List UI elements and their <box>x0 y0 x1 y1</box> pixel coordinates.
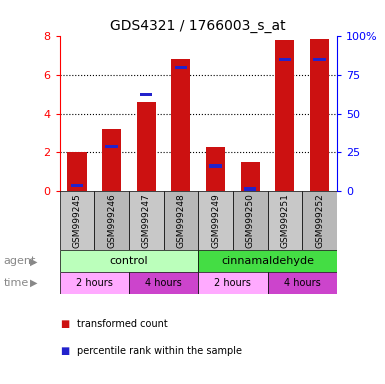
Title: GDS4321 / 1766003_s_at: GDS4321 / 1766003_s_at <box>110 19 286 33</box>
Bar <box>102 129 121 191</box>
Text: GSM999249: GSM999249 <box>211 194 220 248</box>
Bar <box>198 272 268 294</box>
Bar <box>313 58 326 61</box>
Bar <box>198 191 233 250</box>
Bar <box>60 191 94 250</box>
Text: GSM999252: GSM999252 <box>315 194 324 248</box>
Text: ▶: ▶ <box>30 256 37 266</box>
Text: percentile rank within the sample: percentile rank within the sample <box>77 346 242 356</box>
Text: GSM999251: GSM999251 <box>280 194 290 248</box>
Bar <box>71 184 83 187</box>
Bar <box>129 272 198 294</box>
Text: ▶: ▶ <box>30 278 37 288</box>
Bar <box>198 250 337 272</box>
Bar <box>94 191 129 250</box>
Bar <box>129 191 164 250</box>
Text: time: time <box>4 278 29 288</box>
Bar <box>164 191 198 250</box>
Bar <box>171 59 191 191</box>
Bar <box>268 272 337 294</box>
Bar <box>209 164 222 168</box>
Text: 4 hours: 4 hours <box>145 278 182 288</box>
Bar <box>241 162 260 191</box>
Bar <box>60 250 198 272</box>
Bar <box>137 102 156 191</box>
Text: transformed count: transformed count <box>77 319 168 329</box>
Bar <box>60 272 129 294</box>
Bar <box>268 191 302 250</box>
Bar <box>140 93 152 96</box>
Text: ■: ■ <box>60 319 69 329</box>
Bar <box>206 147 225 191</box>
Bar <box>67 152 87 191</box>
Bar <box>279 58 291 61</box>
Bar <box>310 40 329 191</box>
Text: GSM999250: GSM999250 <box>246 194 255 248</box>
Text: 2 hours: 2 hours <box>76 278 113 288</box>
Text: GSM999245: GSM999245 <box>72 194 82 248</box>
Bar <box>244 187 256 191</box>
Bar <box>302 191 337 250</box>
Bar <box>105 145 118 149</box>
Text: control: control <box>110 256 148 266</box>
Text: cinnamaldehyde: cinnamaldehyde <box>221 256 314 266</box>
Text: ■: ■ <box>60 346 69 356</box>
Text: agent: agent <box>4 256 36 266</box>
Text: GSM999248: GSM999248 <box>176 194 186 248</box>
Text: GSM999246: GSM999246 <box>107 194 116 248</box>
Bar <box>275 40 295 191</box>
Bar <box>175 66 187 69</box>
Text: 4 hours: 4 hours <box>284 278 321 288</box>
Text: 2 hours: 2 hours <box>214 278 251 288</box>
Bar <box>233 191 268 250</box>
Text: GSM999247: GSM999247 <box>142 194 151 248</box>
